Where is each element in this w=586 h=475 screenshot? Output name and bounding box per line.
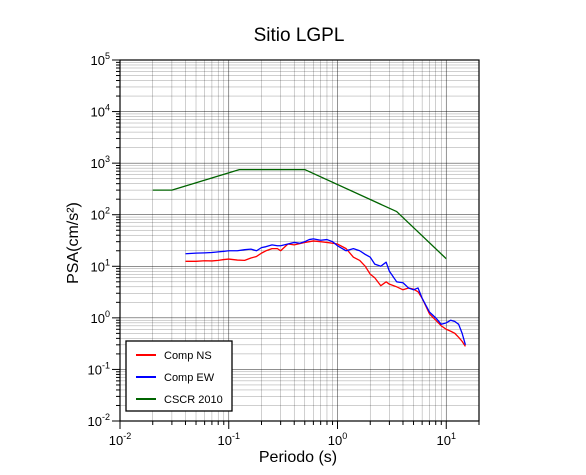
chart-title: Sitio LGPL xyxy=(254,25,345,46)
x-tick-label: 101 xyxy=(437,431,456,448)
x-tick-label: 10-2 xyxy=(109,431,131,448)
y-tick-label: 100 xyxy=(91,309,110,326)
x-tick-labels: 10-2 10-1 100 101 xyxy=(109,431,456,448)
legend: Comp NS Comp EW CSCR 2010 xyxy=(125,340,233,412)
series-lines xyxy=(152,168,467,347)
y-tick-label: 10-1 xyxy=(88,360,110,377)
y-tick-label: 102 xyxy=(91,206,110,223)
x-tick-label: 100 xyxy=(328,431,347,448)
series-line-2 xyxy=(152,168,447,260)
legend-label: Comp NS xyxy=(164,350,212,362)
y-tick-label: 101 xyxy=(91,257,110,274)
y-tick-label: 10-2 xyxy=(88,412,110,429)
y-tick-label: 103 xyxy=(91,154,110,171)
axis-ticks xyxy=(112,59,480,429)
y-axis-label: PSA(cm/s²) xyxy=(65,202,82,284)
y-tick-label: 105 xyxy=(91,51,110,68)
y-tick-label: 104 xyxy=(91,103,110,120)
series-line-0 xyxy=(185,240,466,347)
legend-label: Comp EW xyxy=(164,372,215,384)
y-tick-labels: 105 104 103 102 101 100 10-1 10-2 xyxy=(88,51,110,429)
series-line-1 xyxy=(185,238,467,345)
legend-label: CSCR 2010 xyxy=(164,394,223,406)
grid xyxy=(119,59,480,422)
x-axis-label: Periodo (s) xyxy=(259,449,337,466)
plot-frame xyxy=(119,59,480,422)
x-tick-label: 10-1 xyxy=(218,431,240,448)
